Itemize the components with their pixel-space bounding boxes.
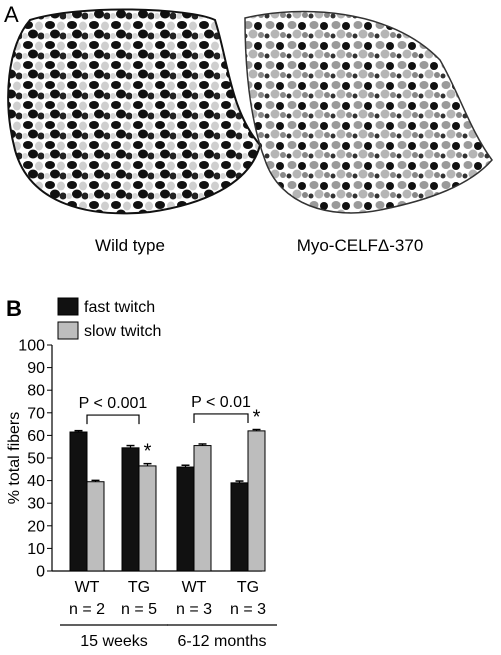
y-tick-label: 100 [18, 338, 45, 355]
group-n-label: n = 3 [176, 601, 212, 618]
transgenic-caption: Myo-CELFΔ-370 [296, 236, 424, 255]
y-tick-label: 40 [27, 473, 45, 490]
chart-axes: 0 10 20 30 40 50 60 70 80 90 100 % total fibers [6, 338, 262, 581]
group-label: WT [182, 579, 207, 596]
y-tick-label: 20 [27, 518, 45, 535]
y-tick-label: 10 [27, 541, 45, 558]
age-group-label: 15 weeks [80, 633, 148, 650]
panel-b-label: B [6, 296, 22, 321]
x-axis-labels: WT n = 2 TG n = 5 WT n = 3 TG n = 3 15 weeks 6-12… [60, 579, 277, 650]
y-tick-label: 60 [27, 428, 45, 445]
chart-bars [69, 428, 266, 572]
wild-type-micrograph [7, 8, 262, 215]
bar [86, 481, 105, 572]
bar [176, 466, 195, 572]
significance-bracket [193, 413, 249, 423]
bar [230, 482, 249, 572]
legend-swatch [57, 321, 79, 340]
group-n-label: n = 3 [230, 601, 266, 618]
p-value-label: P < 0.01 [191, 394, 251, 411]
panel-a-micrographs [7, 8, 493, 215]
group-label: TG [237, 579, 259, 596]
bar [121, 447, 140, 572]
legend-label: fast twitch [84, 299, 155, 316]
bar [138, 465, 157, 572]
significance-bracket [86, 414, 140, 425]
p-value-label: P < 0.001 [79, 395, 148, 412]
legend-label: slow twitch [84, 323, 161, 340]
significance-star: * [253, 407, 261, 429]
bar [247, 430, 266, 572]
y-tick-label: 80 [27, 383, 45, 400]
y-tick-label: 70 [27, 405, 45, 422]
group-label: WT [75, 579, 100, 596]
chart-annotations: P < 0.001 P < 0.01** [79, 394, 261, 463]
group-n-label: n = 2 [69, 601, 105, 618]
group-label: TG [128, 579, 150, 596]
y-tick-label: 50 [27, 451, 45, 468]
significance-star: * [144, 441, 152, 463]
panel-a-label: A [4, 2, 19, 27]
y-tick-label: 0 [36, 564, 45, 581]
y-axis-label: % total fibers [6, 412, 23, 504]
bar [193, 445, 212, 572]
wild-type-caption: Wild type [95, 236, 165, 255]
legend: fast twitch slow twitch [57, 297, 161, 340]
bar [69, 431, 88, 572]
legend-swatch [57, 297, 79, 316]
y-tick-label: 90 [27, 360, 45, 377]
age-group-label: 6-12 months [178, 633, 267, 650]
transgenic-micrograph [244, 10, 493, 214]
group-n-label: n = 5 [121, 601, 157, 618]
y-tick-label: 30 [27, 496, 45, 513]
